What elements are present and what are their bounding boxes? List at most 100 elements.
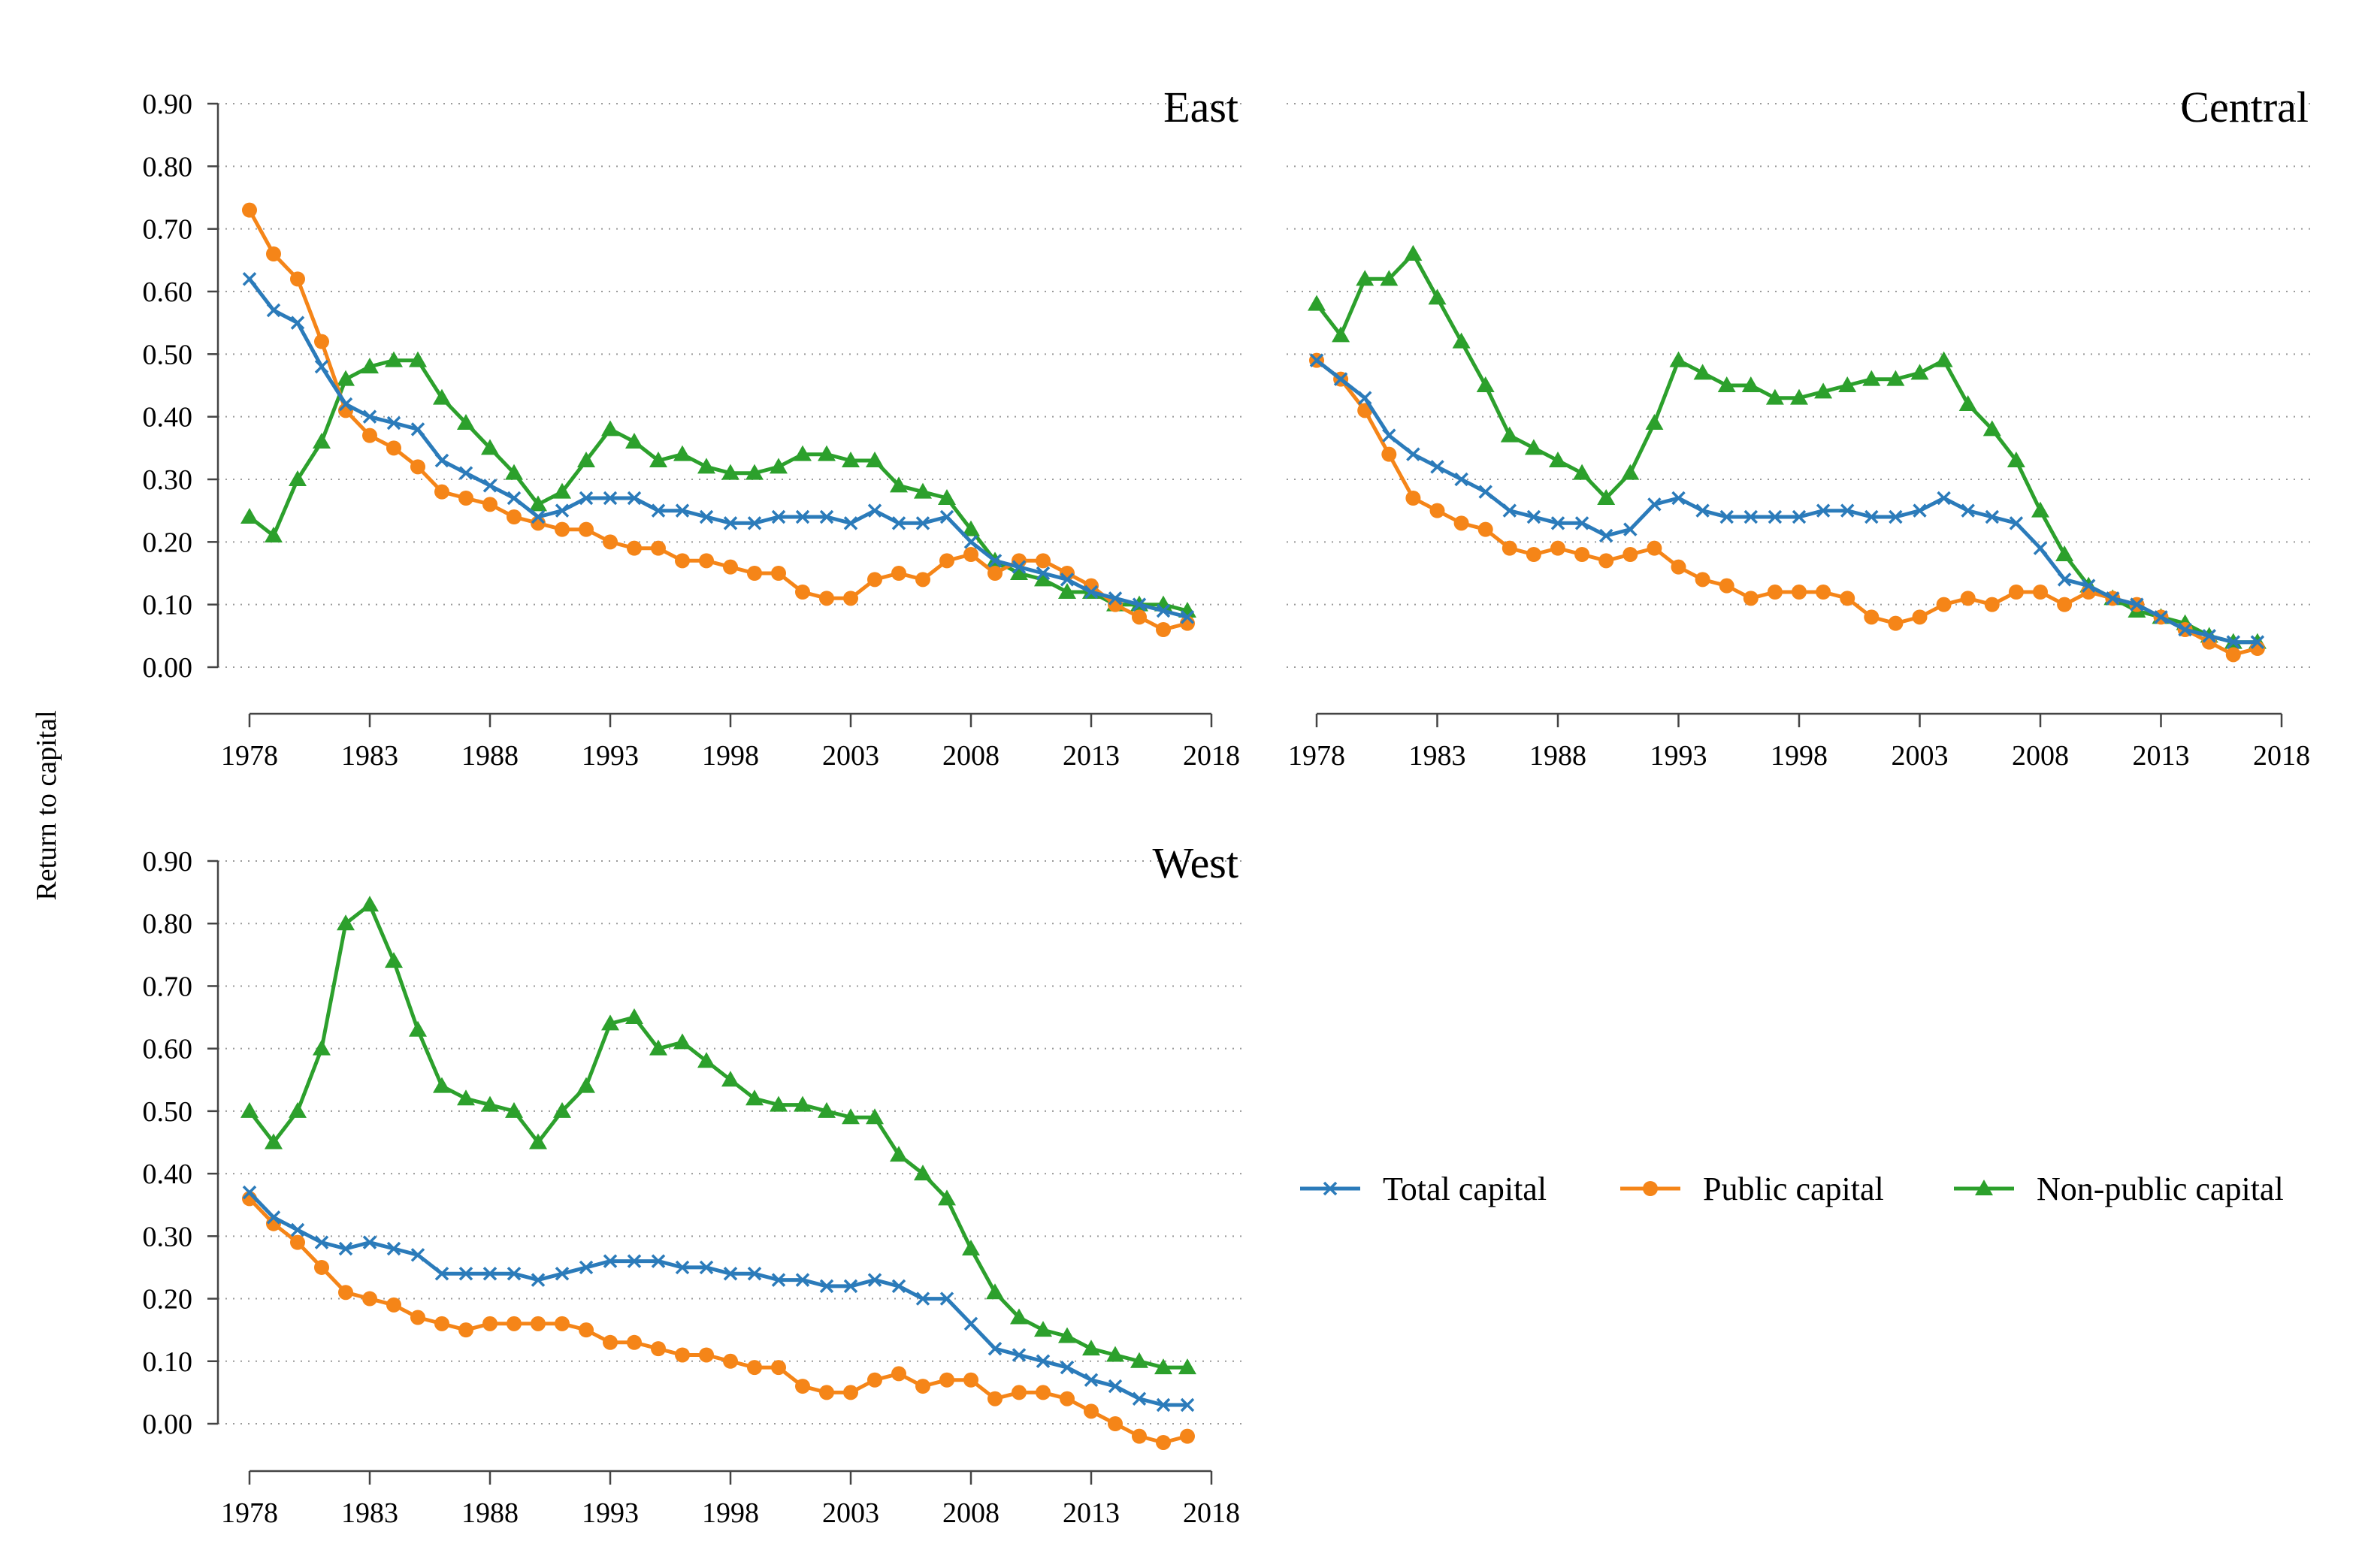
data-point-public-capital [1132,1428,1147,1444]
data-point-public-capital [386,1297,401,1313]
data-point-non-public-capital [265,527,283,542]
data-point-non-public-capital [649,1039,667,1056]
data-point-total-capital [1743,509,1759,524]
data-point-non-public-capital [1597,489,1616,505]
data-point-non-public-capital [1332,326,1350,343]
data-point-total-capital [1502,503,1517,518]
data-point-public-capital [1550,540,1565,556]
data-point-public-capital [579,521,594,537]
data-point-total-capital [579,1260,594,1275]
data-point-total-capital [1550,516,1565,530]
y-tick-label: 0.20 [143,527,193,558]
x-tick-label: 1988 [461,740,519,772]
chart-panel-east: 0.00 0.10 0.20 0.30 0.40 0.50 0.60 0.70 0.80 0.90… [143,83,1241,772]
data-point-public-capital [771,566,786,581]
data-point-total-capital [266,303,281,318]
series-total-capital [242,272,1195,624]
data-point-total-capital [1961,503,1975,518]
data-point-non-public-capital [265,1133,283,1150]
data-point-total-capital [723,516,738,530]
series-line-public-capital [1315,358,2258,657]
data-point-public-capital [915,1379,930,1394]
series-non-public-capital [240,351,1196,618]
data-point-non-public-capital [1106,1346,1124,1362]
data-point-total-capital [891,1279,906,1294]
data-point-non-public-capital [385,351,403,367]
data-point-public-capital [1912,609,1928,625]
data-point-public-capital [1671,559,1686,575]
data-point-public-capital [987,566,1003,581]
data-point-public-capital [1598,553,1614,569]
data-point-non-public-capital [1669,351,1688,367]
data-point-non-public-capital [1958,395,1977,411]
data-point-non-public-capital [289,470,307,486]
y-tick-label: 0.50 [143,339,193,370]
data-point-non-public-capital [1380,270,1399,286]
x-tick-label: 1988 [1529,740,1586,772]
data-point-non-public-capital [1356,270,1375,286]
data-point-public-capital [290,271,305,287]
data-point-non-public-capital [625,433,643,449]
data-point-total-capital [771,1273,786,1287]
data-point-non-public-capital [457,414,475,430]
data-point-non-public-capital [481,1095,499,1112]
data-point-non-public-capital [1862,370,1881,386]
data-point-public-capital [1623,547,1638,562]
data-point-total-capital [362,1235,377,1249]
x-tick-label: 2013 [1063,740,1120,772]
y-tick-label: 0.60 [143,1034,193,1065]
chart-panels: 0.00 0.10 0.20 0.30 0.40 0.50 0.60 0.70 0.80 0.90… [143,83,2313,1529]
x-tick-label: 2003 [822,1497,879,1529]
data-point-non-public-capital [1500,426,1519,443]
data-point-total-capital [2202,629,2216,643]
x-tick-label: 2013 [1063,1497,1120,1529]
data-point-total-capital [1357,391,1372,405]
series-non-public-capital [240,896,1196,1375]
data-point-total-capital [507,491,522,506]
data-point-public-capital [458,491,473,506]
data-point-total-capital [1647,497,1662,512]
data-point-total-capital [1084,1373,1099,1387]
data-point-total-capital [939,1292,954,1306]
y-tick-label: 0.10 [143,1346,193,1378]
x-tick-label: 2003 [822,740,879,772]
data-point-total-capital [2106,591,2120,606]
data-point-total-capital [1060,1360,1075,1375]
x-tick-label: 1998 [702,740,759,772]
data-point-total-capital [1132,597,1147,612]
data-point-total-capital [2250,635,2265,649]
y-tick-label: 0.80 [143,151,193,183]
data-point-public-capital [266,246,281,261]
data-point-non-public-capital [625,1008,643,1025]
data-point-total-capital [386,1241,401,1256]
data-point-total-capital [314,359,329,374]
data-point-non-public-capital [481,439,499,455]
legend-label: Total capital [1383,1171,1547,1207]
data-point-total-capital [1036,566,1051,581]
data-point-public-capital [1477,521,1493,537]
data-point-total-capital [1623,522,1638,536]
data-point-total-capital [987,554,1003,568]
data-point-total-capital [531,1273,546,1287]
data-point-total-capital [1526,509,1541,524]
data-point-public-capital [1405,491,1421,506]
data-point-total-capital [1333,372,1348,386]
data-point-total-capital [362,409,377,424]
data-point-public-capital [1792,585,1807,600]
data-point-public-capital [1060,1391,1075,1406]
data-point-non-public-capital [601,1014,619,1031]
data-point-total-capital [747,1267,762,1281]
data-point-non-public-capital [1934,351,1953,367]
data-point-total-capital [338,397,353,412]
data-point-total-capital [458,1267,473,1281]
y-tick-label: 0.80 [143,908,193,940]
series-line-non-public-capital [248,358,1188,613]
data-point-non-public-capital [1886,370,1905,386]
series-total-capital [242,1185,1195,1412]
data-point-public-capital [675,553,690,569]
data-point-public-capital [1156,1434,1171,1450]
data-point-public-capital [290,1234,305,1250]
data-point-public-capital [555,1316,570,1331]
data-point-total-capital [410,1248,425,1262]
